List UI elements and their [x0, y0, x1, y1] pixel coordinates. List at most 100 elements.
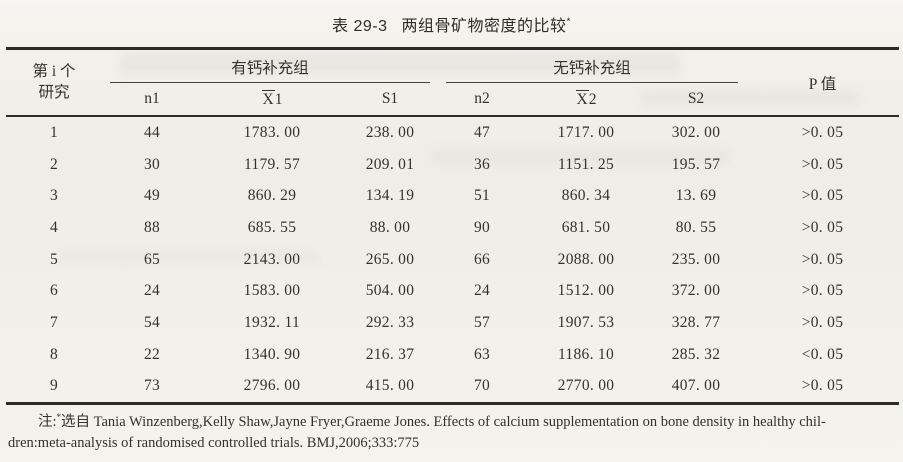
cell-s2: 285. 32 — [671, 345, 721, 363]
xbar2-subscript: 2 — [588, 90, 597, 108]
cell-n2: 63 — [473, 345, 491, 363]
cell-x2: 1717. 00 — [557, 123, 615, 141]
cell-x2: 2770. 00 — [557, 377, 615, 395]
footnote-citation-part1: 选自 Tania Winzenberg,Kelly Shaw,Jayne Fry… — [61, 413, 826, 430]
cell-p-value: >0. 05 — [801, 187, 844, 205]
cell-s2: 407. 00 — [671, 377, 721, 395]
cell-n1: 30 — [143, 155, 161, 173]
cell-s2: 235. 00 — [671, 250, 721, 268]
cell-x1: 1783. 00 — [243, 123, 301, 141]
cell-p-value: >0. 05 — [801, 218, 844, 236]
cell-n1: 44 — [143, 123, 161, 141]
table-row: 8 22 1340. 90 216. 37 63 1186. 10 285. 3… — [6, 339, 899, 371]
header-s1: S1 — [381, 90, 399, 107]
cell-x2: 681. 50 — [561, 218, 611, 236]
table-row: 1 44 1783. 00 238. 00 47 1717. 00 302. 0… — [6, 116, 899, 149]
cell-n2: 66 — [473, 250, 491, 268]
header-xbar2: X2 — [526, 83, 646, 116]
cell-study-index: 8 — [49, 345, 59, 363]
cell-n1: 24 — [143, 282, 161, 300]
cell-n1: 22 — [143, 345, 161, 363]
cell-x1: 1179. 57 — [243, 155, 301, 173]
cell-n2: 90 — [473, 218, 491, 236]
table-footnote: 注:*选自 Tania Winzenberg,Kelly Shaw,Jayne … — [8, 407, 897, 454]
table-row: 3 49 860. 29 134. 19 51 860. 34 13. 69 >… — [6, 180, 899, 212]
footnote-line-1: 注:*选自 Tania Winzenberg,Kelly Shaw,Jayne … — [8, 407, 897, 433]
cell-x1: 860. 29 — [247, 187, 297, 205]
header-n2: n2 — [474, 90, 490, 107]
cell-p-value: >0. 05 — [801, 377, 844, 395]
cell-x2: 1186. 10 — [557, 345, 615, 363]
cell-study-index: 2 — [49, 155, 59, 173]
cell-x1: 2143. 00 — [243, 250, 301, 268]
cell-p-value: >0. 05 — [801, 155, 844, 173]
cell-x1: 2796. 00 — [243, 377, 301, 395]
cell-n2: 70 — [473, 377, 491, 395]
cell-study-index: 6 — [49, 282, 59, 300]
header-xbar1: X1 — [202, 83, 342, 116]
cell-study-index: 5 — [49, 250, 59, 268]
xbar-symbol: X — [261, 89, 275, 108]
cell-x1: 1583. 00 — [243, 282, 301, 300]
cell-x1: 1340. 90 — [243, 345, 301, 363]
cell-x2: 1512. 00 — [557, 282, 615, 300]
cell-s2: 302. 00 — [671, 123, 721, 141]
cell-p-value: >0. 05 — [801, 313, 844, 331]
cell-n2: 57 — [473, 313, 491, 331]
cell-x1: 1932. 11 — [243, 313, 301, 331]
cell-s2: 80. 55 — [675, 218, 717, 236]
cell-p-value: >0. 05 — [801, 250, 844, 268]
header-group-calcium-label: 有钙补充组 — [110, 50, 430, 83]
header-p-value: P 值 — [808, 75, 837, 93]
table-row: 5 65 2143. 00 265. 00 66 2088. 00 235. 0… — [6, 244, 899, 276]
cell-study-index: 4 — [49, 218, 59, 236]
cell-study-index: 3 — [49, 187, 59, 205]
cell-x2: 1151. 25 — [557, 155, 615, 173]
cell-s2: 195. 57 — [671, 155, 721, 173]
header-s2: S2 — [687, 90, 705, 107]
table-body: 1 44 1783. 00 238. 00 47 1717. 00 302. 0… — [6, 116, 899, 404]
cell-x1: 685. 55 — [247, 218, 297, 236]
table-number: 表 29-3 — [332, 18, 388, 35]
cell-s1: 292. 33 — [365, 313, 415, 331]
cell-x2: 2088. 00 — [557, 250, 615, 268]
cell-s1: 265. 00 — [365, 250, 415, 268]
cell-n2: 51 — [473, 187, 491, 205]
cell-s1: 216. 37 — [365, 345, 415, 363]
header-group-no-calcium-label: 无钙补充组 — [446, 50, 738, 83]
cell-s1: 209. 01 — [365, 155, 415, 173]
bone-density-table: 第 i 个 研究 有钙补充组 无钙补充组 P 值 n1 X1 S1 n2 X2 … — [6, 47, 899, 406]
header-study-line2: 研究 — [38, 83, 70, 101]
cell-p-value: >0. 05 — [801, 123, 844, 141]
table-row: 9 73 2796. 00 415. 00 70 2770. 00 407. 0… — [6, 371, 899, 404]
cell-s1: 415. 00 — [365, 377, 415, 395]
cell-n1: 65 — [143, 250, 161, 268]
footnote-note-label: 注: — [38, 413, 57, 430]
header-group-no-calcium: 无钙补充组 — [438, 49, 746, 83]
cell-x2: 1907. 53 — [557, 313, 615, 331]
cell-s2: 328. 77 — [671, 313, 721, 331]
cell-s2: 13. 69 — [675, 187, 717, 205]
footnote-asterisk: * — [56, 412, 62, 422]
cell-p-value: >0. 05 — [801, 282, 844, 300]
footnote-line-2: dren:meta-analysis of randomised control… — [8, 434, 420, 451]
xbar1-subscript: 1 — [274, 90, 283, 108]
table-caption: 两组骨矿物密度的比较 — [401, 18, 567, 35]
cell-n2: 36 — [473, 155, 491, 173]
cell-study-index: 7 — [49, 313, 59, 331]
cell-s1: 134. 19 — [365, 187, 415, 205]
cell-n1: 54 — [143, 313, 161, 331]
cell-n1: 88 — [143, 218, 161, 236]
cell-s1: 238. 00 — [365, 123, 415, 141]
cell-p-value: <0. 05 — [801, 345, 844, 363]
cell-n2: 47 — [473, 123, 491, 141]
table-title: 表 29-3 两组骨矿物密度的比较* — [0, 12, 903, 36]
table-row: 6 24 1583. 00 504. 00 24 1512. 00 372. 0… — [6, 275, 899, 307]
cell-x2: 860. 34 — [561, 187, 611, 205]
table-header: 第 i 个 研究 有钙补充组 无钙补充组 P 值 n1 X1 S1 n2 X2 … — [6, 49, 899, 117]
header-study-index: 第 i 个 研究 — [6, 49, 102, 117]
table-row: 2 30 1179. 57 209. 01 36 1151. 25 195. 5… — [6, 149, 899, 181]
cell-s1: 504. 00 — [365, 282, 415, 300]
cell-n1: 73 — [143, 377, 161, 395]
